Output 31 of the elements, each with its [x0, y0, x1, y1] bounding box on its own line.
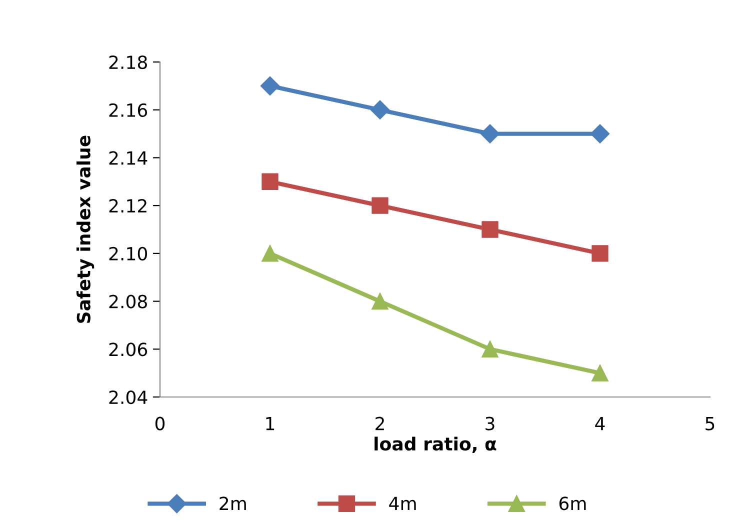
point — [372, 197, 388, 214]
point — [592, 245, 608, 262]
x-tick-label: 4 — [595, 417, 605, 430]
y-tick-label: 2.14 — [109, 151, 148, 165]
y-tick-label: 2.08 — [109, 294, 147, 308]
y-tick-label: 2.16 — [109, 103, 148, 117]
point — [260, 76, 280, 96]
point — [482, 221, 498, 238]
y-tick-label: 2.06 — [109, 342, 148, 356]
point — [480, 124, 500, 144]
x-tick-label: 0 — [155, 416, 165, 430]
point — [590, 124, 610, 144]
legend-label: 2m — [220, 496, 246, 510]
y-tick-label: 2.10 — [109, 246, 147, 261]
legend-label: 4m — [389, 496, 416, 510]
x-tick-label: 5 — [706, 417, 714, 430]
point — [262, 245, 278, 262]
point — [592, 364, 608, 382]
x-tick-label: 3 — [486, 416, 494, 430]
point — [372, 292, 388, 310]
x-tick-label: 2 — [376, 416, 384, 430]
point — [262, 173, 278, 190]
x-tick-label: 1 — [266, 417, 274, 430]
legend-label: 6m — [559, 496, 586, 510]
point — [482, 340, 498, 358]
y-axis-title: Safety index value — [76, 136, 94, 323]
y-tick-label: 2.18 — [109, 55, 147, 70]
point — [370, 100, 390, 120]
x-axis-title: load ratio, α — [374, 436, 496, 453]
y-tick-label: 2.04 — [109, 390, 148, 404]
y-tick-label: 2.12 — [109, 199, 146, 212]
